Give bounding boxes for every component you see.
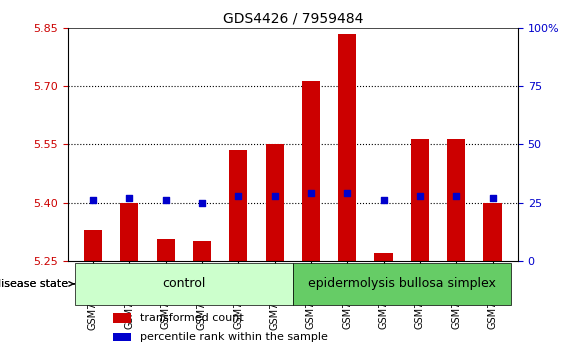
Text: transformed count: transformed count xyxy=(140,313,243,323)
Bar xyxy=(157,239,175,261)
Text: epidermolysis bullosa simplex: epidermolysis bullosa simplex xyxy=(308,278,495,290)
Point xyxy=(415,193,425,198)
Bar xyxy=(229,150,247,261)
Point xyxy=(488,195,497,201)
Point xyxy=(161,198,170,203)
Point xyxy=(198,200,207,205)
FancyBboxPatch shape xyxy=(293,263,511,305)
Point xyxy=(270,193,279,198)
FancyBboxPatch shape xyxy=(75,263,293,305)
Bar xyxy=(113,333,131,341)
Point xyxy=(343,190,352,196)
Text: disease state: disease state xyxy=(0,279,74,289)
Bar xyxy=(338,34,356,261)
Bar xyxy=(302,81,320,261)
Text: percentile rank within the sample: percentile rank within the sample xyxy=(140,332,328,342)
Bar xyxy=(113,314,131,323)
Bar xyxy=(374,253,392,261)
Text: disease state: disease state xyxy=(0,279,68,289)
Point xyxy=(452,193,461,198)
Bar xyxy=(411,139,429,261)
Bar xyxy=(193,241,211,261)
Point xyxy=(88,198,97,203)
Point xyxy=(125,195,134,201)
Title: GDS4426 / 7959484: GDS4426 / 7959484 xyxy=(222,12,363,26)
Bar xyxy=(84,230,102,261)
Bar xyxy=(266,144,284,261)
Point xyxy=(379,198,388,203)
Point xyxy=(306,190,315,196)
Bar xyxy=(484,202,502,261)
Bar xyxy=(120,202,138,261)
Bar xyxy=(447,139,465,261)
Text: control: control xyxy=(162,278,205,290)
Point xyxy=(234,193,243,198)
